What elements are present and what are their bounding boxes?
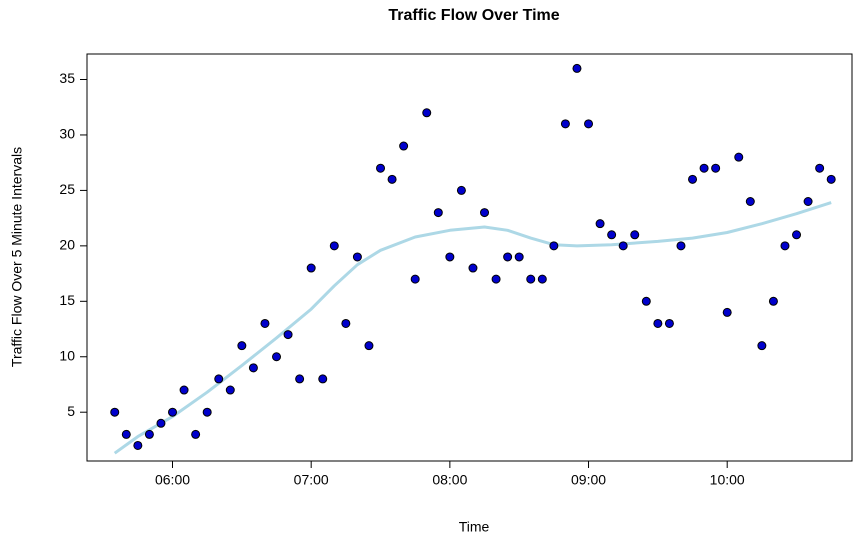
point — [803, 196, 813, 206]
point — [503, 252, 513, 262]
point — [745, 196, 755, 206]
chart-title: Traffic Flow Over Time — [388, 7, 559, 24]
point — [792, 230, 802, 240]
point — [387, 174, 397, 184]
point — [584, 119, 594, 129]
point — [295, 374, 305, 384]
point — [341, 318, 351, 328]
y-tick-label: 30 — [59, 126, 75, 142]
point — [364, 341, 374, 351]
y-tick-label: 20 — [59, 237, 75, 253]
point — [376, 163, 386, 173]
point — [329, 241, 339, 251]
point — [549, 241, 559, 251]
point — [468, 263, 478, 273]
point — [399, 141, 409, 151]
y-tick-label: 35 — [59, 70, 75, 86]
point — [722, 307, 732, 317]
x-tick-label: 08:00 — [432, 472, 467, 488]
x-tick-label: 06:00 — [155, 472, 190, 488]
point — [607, 230, 617, 240]
point — [815, 163, 825, 173]
point — [560, 119, 570, 129]
y-tick-label: 10 — [59, 347, 75, 363]
point — [352, 252, 362, 262]
point — [237, 341, 247, 351]
point — [214, 374, 224, 384]
point — [121, 429, 131, 439]
y-tick-label: 15 — [59, 292, 75, 308]
point — [272, 352, 282, 362]
point — [456, 185, 466, 195]
point — [618, 241, 628, 251]
point — [526, 274, 536, 284]
point — [537, 274, 547, 284]
x-axis-label: Time — [459, 519, 490, 535]
y-tick-label: 25 — [59, 181, 75, 197]
y-tick-label: 5 — [67, 403, 75, 419]
point — [734, 152, 744, 162]
point — [133, 440, 143, 450]
point — [179, 385, 189, 395]
y-axis-label: Traffic Flow Over 5 Minute Intervals — [9, 147, 25, 367]
x-tick-label: 10:00 — [710, 472, 745, 488]
point — [168, 407, 178, 417]
point — [260, 318, 270, 328]
point — [514, 252, 524, 262]
point — [641, 296, 651, 306]
point — [491, 274, 501, 284]
point — [595, 219, 605, 229]
x-tick-label: 07:00 — [294, 472, 329, 488]
point — [202, 407, 212, 417]
point — [630, 230, 640, 240]
point — [318, 374, 328, 384]
plot-frame — [86, 53, 853, 462]
point — [826, 174, 836, 184]
point — [757, 341, 767, 351]
point — [664, 318, 674, 328]
point — [768, 296, 778, 306]
point — [711, 163, 721, 173]
point — [191, 429, 201, 439]
point — [433, 208, 443, 218]
point — [422, 108, 432, 118]
point — [480, 208, 490, 218]
point — [306, 263, 316, 273]
x-tick-label: 09:00 — [571, 472, 606, 488]
point — [225, 385, 235, 395]
point — [699, 163, 709, 173]
point — [780, 241, 790, 251]
point — [688, 174, 698, 184]
trend-line — [113, 201, 832, 455]
point — [445, 252, 455, 262]
point — [410, 274, 420, 284]
point — [110, 407, 120, 417]
point — [156, 418, 166, 428]
point — [653, 318, 663, 328]
point — [144, 429, 154, 439]
point — [283, 330, 293, 340]
point — [676, 241, 686, 251]
point — [572, 63, 582, 73]
point — [248, 363, 258, 373]
